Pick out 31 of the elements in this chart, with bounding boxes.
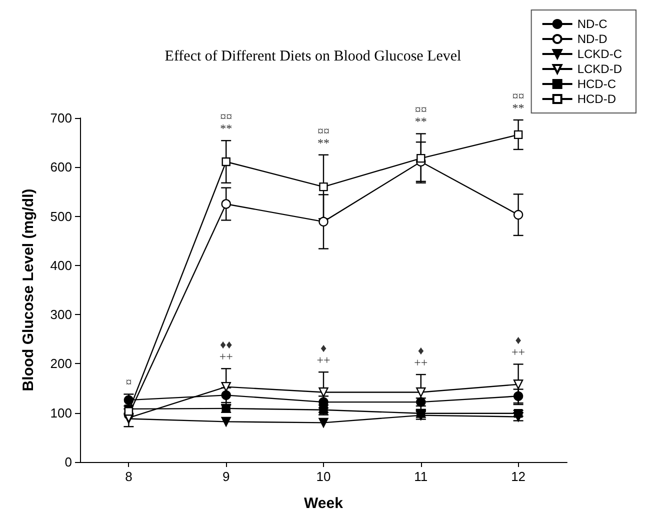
- y-tick-label: 200: [50, 356, 72, 372]
- legend-label: LCKD-C: [577, 47, 622, 61]
- legend-label: ND-C: [577, 17, 608, 31]
- x-tick-label: 9: [222, 469, 230, 484]
- y-axis-title: Blood Glucose Level (mg/dl): [20, 188, 37, 392]
- chart-title: Effect of Different Diets on Blood Glucose Level: [164, 48, 462, 64]
- legend-label: ND-D: [577, 32, 608, 46]
- y-tick-label: 400: [50, 258, 72, 273]
- y-tick-label: 100: [50, 405, 72, 420]
- annotation: ♦ ++: [414, 344, 428, 370]
- annotation: ¤¤ **: [414, 102, 427, 129]
- annotation: ¤: [126, 375, 132, 390]
- x-tick-label: 12: [511, 469, 526, 484]
- y-tick-label: 700: [50, 110, 72, 126]
- y-tick-label: 500: [50, 208, 72, 224]
- annotation: ♦♦ ++: [219, 338, 234, 364]
- x-tick-label: 11: [414, 469, 428, 484]
- y-tick-label: 600: [50, 160, 72, 175]
- annotation: ♦ ++: [512, 333, 526, 360]
- legend-label: HCD-D: [577, 92, 616, 106]
- y-tick-label: 0: [64, 454, 72, 470]
- legend-label: LCKD-D: [577, 62, 622, 76]
- annotation: ♦ ++: [316, 341, 330, 368]
- y-tick-label: 300: [50, 307, 72, 322]
- legend-label: HCD-C: [577, 77, 616, 91]
- annotation: ¤¤ **: [220, 110, 232, 136]
- x-tick-label: 8: [125, 469, 132, 484]
- x-axis-title: Week: [304, 495, 344, 512]
- x-tick-label: 10: [316, 469, 331, 484]
- annotation: ¤¤ **: [512, 88, 524, 115]
- annotation: ¤¤ **: [318, 124, 330, 150]
